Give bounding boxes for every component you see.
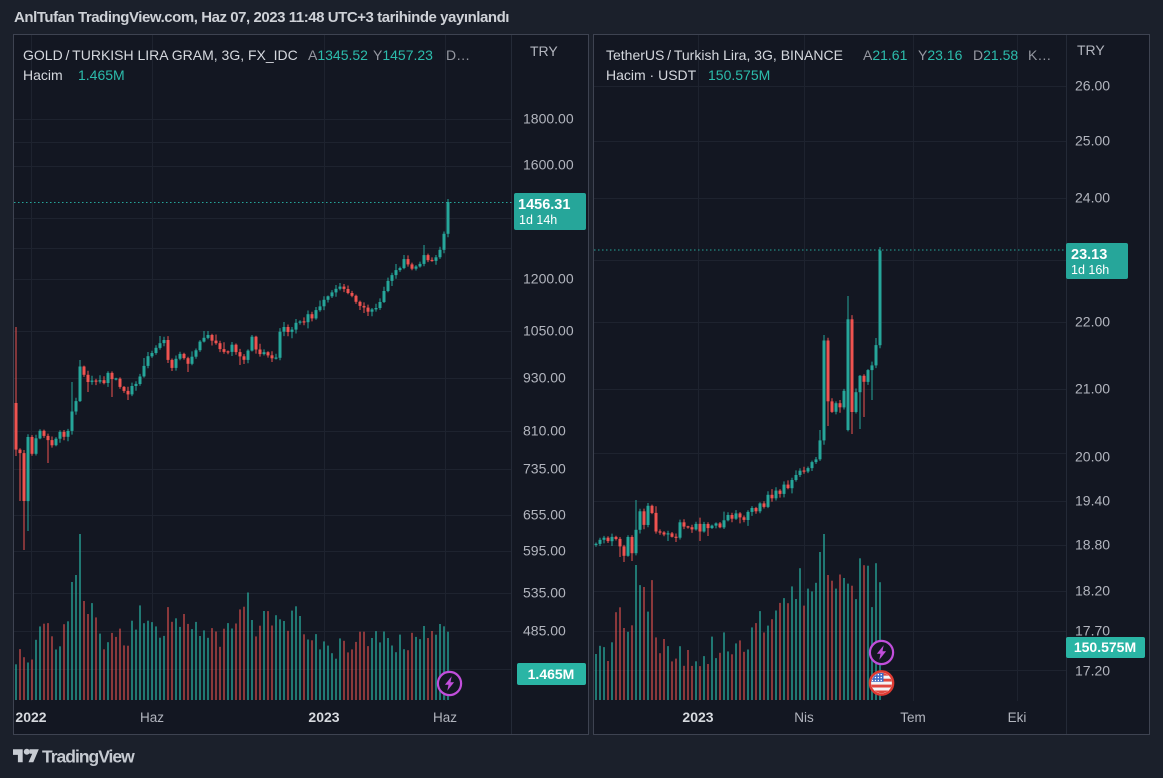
svg-text:2023: 2023 bbox=[682, 709, 713, 725]
svg-text:17.70: 17.70 bbox=[1075, 623, 1110, 639]
svg-text:735.00: 735.00 bbox=[523, 461, 566, 477]
svg-text:1456.31: 1456.31 bbox=[518, 197, 570, 213]
svg-text:21.00: 21.00 bbox=[1075, 381, 1110, 397]
svg-text:930.00: 930.00 bbox=[523, 370, 566, 386]
svg-text:Nis: Nis bbox=[794, 710, 814, 725]
svg-text:1050.00: 1050.00 bbox=[523, 323, 574, 339]
svg-text:TRY: TRY bbox=[530, 43, 558, 59]
svg-text:2022: 2022 bbox=[15, 709, 46, 725]
svg-text:Haz: Haz bbox=[433, 710, 457, 725]
svg-text:19.40: 19.40 bbox=[1075, 493, 1110, 509]
svg-text:1d 16h: 1d 16h bbox=[1071, 263, 1109, 277]
svg-text:Tem: Tem bbox=[900, 710, 926, 725]
svg-text:18.20: 18.20 bbox=[1075, 583, 1110, 599]
svg-text:Haz: Haz bbox=[140, 710, 164, 725]
svg-text:23.13: 23.13 bbox=[1071, 247, 1107, 263]
svg-text:22.00: 22.00 bbox=[1075, 314, 1110, 330]
svg-text:655.00: 655.00 bbox=[523, 507, 566, 523]
svg-text:24.00: 24.00 bbox=[1075, 190, 1110, 206]
svg-text:150.575M: 150.575M bbox=[1074, 639, 1136, 655]
svg-text:1d 14h: 1d 14h bbox=[519, 213, 557, 227]
svg-text:1600.00: 1600.00 bbox=[523, 157, 574, 173]
svg-text:2023: 2023 bbox=[308, 709, 339, 725]
svg-text:18.80: 18.80 bbox=[1075, 537, 1110, 553]
svg-text:810.00: 810.00 bbox=[523, 423, 566, 439]
svg-text:485.00: 485.00 bbox=[523, 623, 566, 639]
svg-text:1200.00: 1200.00 bbox=[523, 271, 574, 287]
svg-text:GOLD / TURKISH LIRA GRAM, 3G,: GOLD / TURKISH LIRA GRAM, 3G, FX_IDC A134… bbox=[23, 47, 470, 63]
svg-text:TradingView: TradingView bbox=[42, 747, 135, 767]
svg-text:25.00: 25.00 bbox=[1075, 133, 1110, 149]
svg-text:TRY: TRY bbox=[1077, 42, 1105, 58]
svg-text:26.00: 26.00 bbox=[1075, 78, 1110, 94]
svg-text:1.465M: 1.465M bbox=[528, 666, 575, 682]
svg-text:Eki: Eki bbox=[1008, 710, 1027, 725]
svg-text:1800.00: 1800.00 bbox=[523, 111, 574, 127]
svg-text:595.00: 595.00 bbox=[523, 543, 566, 559]
svg-text:535.00: 535.00 bbox=[523, 585, 566, 601]
svg-text:17.20: 17.20 bbox=[1075, 663, 1110, 679]
svg-text:TetherUS / Turkish Lira, 3G, B: TetherUS / Turkish Lira, 3G, BINANCE A21.… bbox=[606, 47, 1051, 63]
svg-text:20.00: 20.00 bbox=[1075, 449, 1110, 465]
